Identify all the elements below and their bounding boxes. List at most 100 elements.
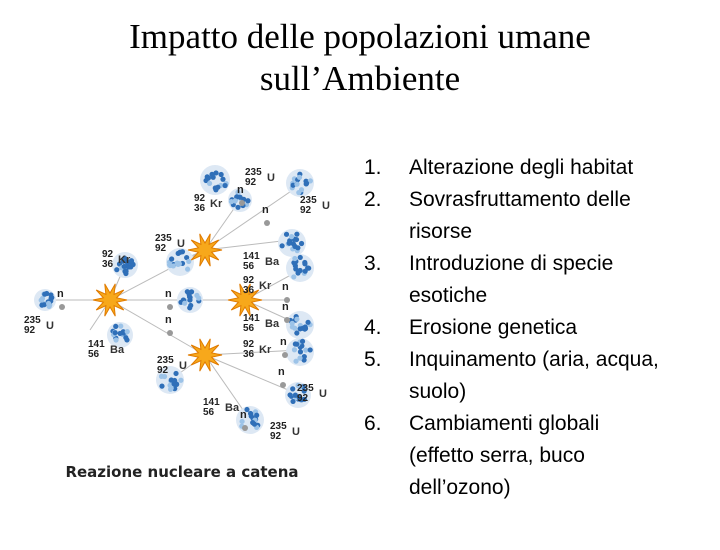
nucleon xyxy=(250,420,256,426)
nucleon xyxy=(287,392,293,398)
mass-number: 141 xyxy=(88,339,105,350)
list-item: 6. Cambiamenti globali (effetto serra, bu… xyxy=(364,408,667,504)
list-item: 3. Introduzione di specie esotiche xyxy=(364,248,667,312)
nucleon xyxy=(296,174,303,180)
nucleon xyxy=(194,292,200,298)
mass-number: 235 xyxy=(270,421,287,432)
neutron-label: n xyxy=(165,314,172,326)
nucleon xyxy=(188,302,194,309)
element-symbol: U xyxy=(322,200,330,212)
nucleon xyxy=(294,316,300,322)
nucleon xyxy=(306,265,312,271)
nucleon xyxy=(291,347,298,353)
atomic-number: 92 xyxy=(155,243,167,254)
nucleon xyxy=(48,295,54,302)
figure-caption: Reazione nucleare a catena xyxy=(65,463,298,481)
nucleon xyxy=(112,330,118,336)
mass-number: 235 xyxy=(245,167,262,178)
item-number: 4. xyxy=(364,316,382,339)
nucleon xyxy=(186,258,192,265)
neutron xyxy=(264,220,270,226)
nucleon xyxy=(168,385,174,391)
nucleon xyxy=(294,330,300,336)
element-symbol: U xyxy=(267,172,275,184)
atomic-number: 92 xyxy=(270,431,282,442)
nucleon xyxy=(209,171,215,177)
mass-number: 92 xyxy=(243,275,255,286)
nucleon xyxy=(45,300,52,307)
list-item: 1. Alterazione degli habitat xyxy=(364,152,667,184)
neutron xyxy=(242,425,248,431)
neutron xyxy=(239,200,245,206)
nucleon xyxy=(174,260,180,266)
nucleon xyxy=(294,181,300,187)
mass-number: 92 xyxy=(243,339,255,350)
nucleon xyxy=(215,184,221,190)
nucleon xyxy=(178,377,184,383)
item-text: Introduzione di specie esotiche xyxy=(409,252,614,307)
mass-number: 92 xyxy=(102,249,114,260)
nucleon xyxy=(124,329,130,335)
fission-burst xyxy=(227,283,263,317)
nucleon xyxy=(292,255,298,262)
neutron xyxy=(167,304,173,310)
element-symbol: U xyxy=(292,426,300,438)
nucleon xyxy=(39,302,45,308)
nucleon xyxy=(167,262,173,269)
nucleon xyxy=(283,231,290,237)
neutron-label: n xyxy=(262,204,269,216)
atomic-number: 36 xyxy=(243,285,255,296)
nucleon xyxy=(292,392,299,398)
nucleon xyxy=(187,297,193,303)
nucleon xyxy=(206,180,213,187)
nucleon xyxy=(213,170,219,176)
nucleon xyxy=(124,337,130,343)
mass-number: 235 xyxy=(24,315,41,326)
nucleon xyxy=(184,289,190,295)
title-line: sull’Ambiente xyxy=(259,59,461,98)
atomic-number: 36 xyxy=(102,259,114,270)
reaction-path xyxy=(109,299,206,356)
mass-number: 235 xyxy=(300,195,317,206)
nucleon xyxy=(173,370,179,377)
element-symbol: Ba xyxy=(265,256,280,268)
element-symbol: Kr xyxy=(259,280,272,292)
item-text: Inquinamento (aria, acqua, suolo) xyxy=(409,348,659,403)
nucleon xyxy=(301,357,307,363)
nucleon xyxy=(295,270,301,276)
slide-title: Impatto delle popolazioni umane sull’Amb… xyxy=(0,16,720,100)
nucleon xyxy=(290,398,296,405)
atomic-number: 92 xyxy=(24,325,36,336)
nucleon xyxy=(254,412,260,418)
element-symbol: U xyxy=(319,388,327,400)
nucleon xyxy=(298,240,305,247)
mass-number: 92 xyxy=(194,193,206,204)
atomic-number: 36 xyxy=(243,349,255,360)
nucleon xyxy=(42,291,48,297)
nucleon xyxy=(302,268,308,274)
nucleon xyxy=(235,189,241,195)
element-symbol: U xyxy=(177,238,185,250)
nucleon xyxy=(294,341,300,347)
neutron-label: n xyxy=(282,301,289,313)
nucleon xyxy=(279,243,285,249)
fission-burst xyxy=(92,283,128,317)
mass-number: 141 xyxy=(203,397,220,408)
neutron xyxy=(59,304,65,310)
nucleon xyxy=(113,323,119,329)
atomic-number: 92 xyxy=(300,205,312,216)
atomic-number: 56 xyxy=(243,323,255,334)
neutron-label: n xyxy=(278,366,285,378)
nucleon xyxy=(118,323,124,329)
nucleon xyxy=(302,261,308,267)
atomic-number: 36 xyxy=(194,203,206,214)
nucleon xyxy=(297,254,303,261)
nucleon xyxy=(173,381,180,387)
neutron-label: n xyxy=(282,281,289,293)
list-item: 5. Inquinamento (aria, acqua, suolo) xyxy=(364,344,667,408)
nucleon xyxy=(294,231,300,237)
nucleon xyxy=(293,358,299,364)
item-text: Erosione genetica xyxy=(409,316,578,339)
nucleon xyxy=(232,198,238,204)
nucleon xyxy=(303,347,309,353)
